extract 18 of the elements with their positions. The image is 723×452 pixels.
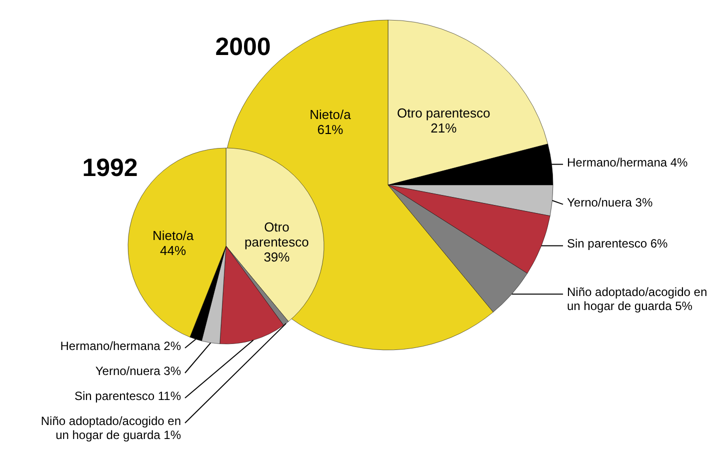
- slice-label: Niño adoptado/acogido en un hogar de guarda 5%: [567, 285, 708, 314]
- slice-label: Otro parentesco: [244, 220, 309, 250]
- text: 2000: [215, 33, 271, 61]
- slice-label: Yerno/nuera 3%: [95, 364, 182, 378]
- slice-label: Niño adoptado/acogido en un hogar de guarda 1%: [40, 414, 182, 442]
- slice-label: Hermano/hermana 2%: [60, 339, 182, 353]
- slice-label: Sin parentesco 6%: [567, 236, 668, 251]
- data-label: 39%: [264, 250, 290, 265]
- data-label: 44%: [160, 242, 186, 258]
- chart-title: 1992: [82, 154, 138, 182]
- data-label: 61%: [317, 122, 344, 138]
- slice-label: Otro parentesco: [397, 105, 490, 120]
- slice-label: Sin parentesco 11%: [74, 389, 182, 403]
- slice-label: Nieto/a: [152, 228, 194, 243]
- slice-label: Yerno/nuera 3%: [567, 195, 653, 210]
- slice-label: Nieto/a: [310, 107, 352, 122]
- slice-label: Hermano/hermana 4%: [567, 155, 688, 170]
- data-label: 21%: [430, 120, 458, 136]
